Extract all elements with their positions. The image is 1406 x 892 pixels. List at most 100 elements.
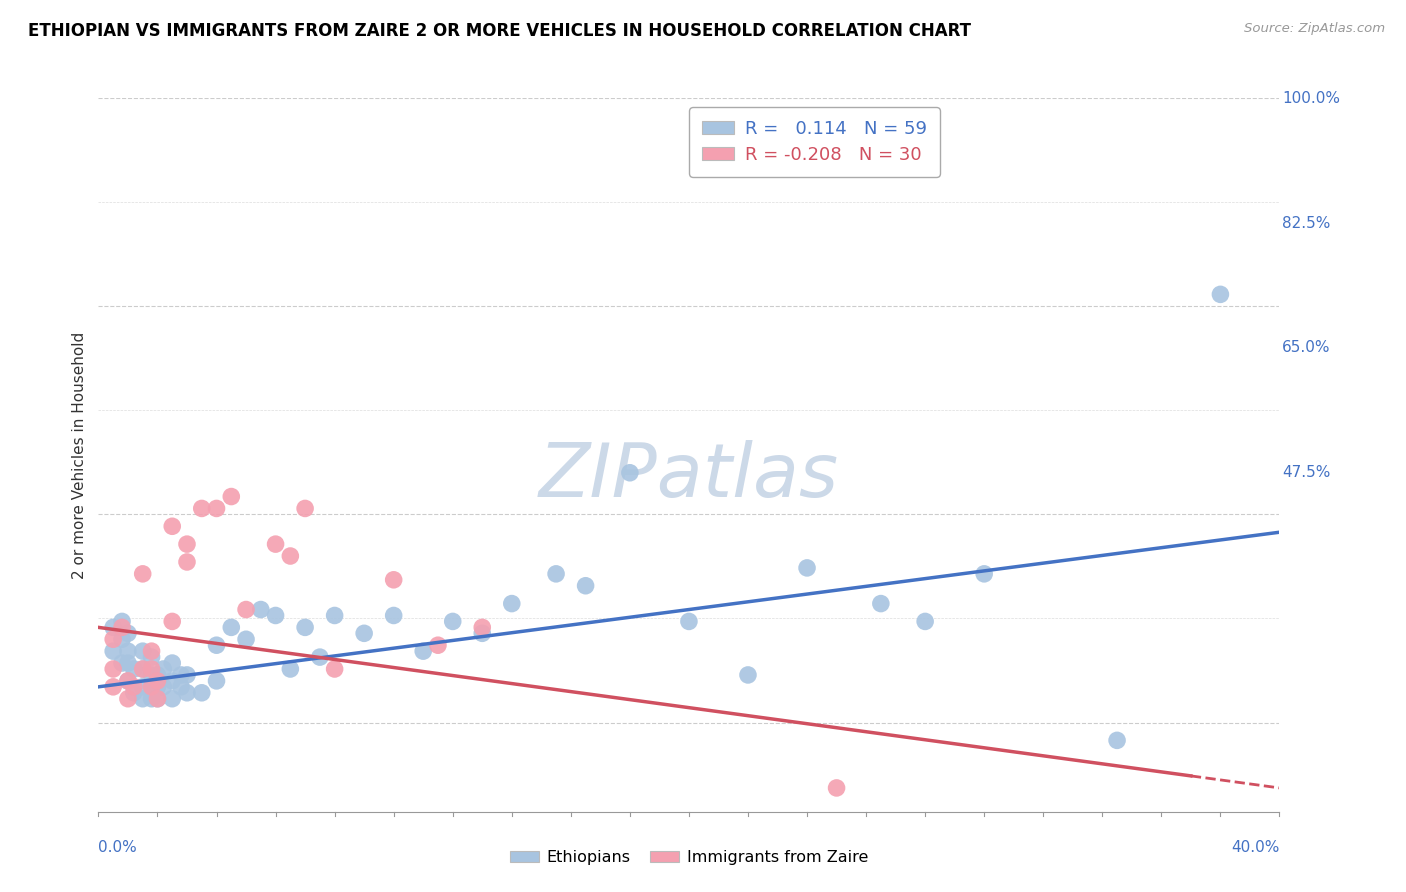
Text: 82.5%: 82.5% [1282,216,1330,230]
Point [471,620,494,634]
Point [117,673,139,688]
Point [235,602,257,616]
Point [117,656,139,670]
Point [544,566,567,581]
Point [264,537,287,551]
Point [132,691,155,706]
Point [132,680,155,694]
Point [619,466,641,480]
Point [170,680,193,694]
Point [191,686,214,700]
Point [162,656,183,670]
Point [162,691,183,706]
Point [176,668,198,682]
Point [205,638,228,652]
Point [117,626,139,640]
Point [323,662,346,676]
Point [122,662,145,676]
Point [103,644,125,658]
Point [191,501,214,516]
Point [412,644,434,658]
Point [176,537,198,551]
Point [141,668,163,682]
Point [294,620,316,634]
Point [294,501,316,516]
Point [111,632,134,647]
Point [132,662,155,676]
Point [176,555,198,569]
Point [132,662,155,676]
Point [264,608,287,623]
Point [141,650,163,665]
Point [235,632,257,647]
Point [250,602,273,616]
Point [278,662,302,676]
Point [427,638,450,652]
Point [103,620,125,634]
Point [152,680,174,694]
Point [103,680,125,694]
Point [219,490,242,504]
Point [146,680,169,694]
Point [219,620,242,634]
Point [796,561,818,575]
Point [471,626,494,640]
Point [146,691,169,706]
Point [152,662,174,676]
Point [111,656,134,670]
Text: Source: ZipAtlas.com: Source: ZipAtlas.com [1244,22,1385,36]
Point [309,650,332,665]
Point [501,597,523,611]
Legend: Ethiopians, Immigrants from Zaire: Ethiopians, Immigrants from Zaire [503,844,875,871]
Y-axis label: 2 or more Vehicles in Household: 2 or more Vehicles in Household [72,331,87,579]
Point [111,620,134,634]
Point [103,662,125,676]
Text: 100.0%: 100.0% [1282,91,1340,105]
Point [146,673,169,688]
Point [146,691,169,706]
Point [141,691,163,706]
Point [132,566,155,581]
Point [122,680,145,694]
Point [353,626,375,640]
Point [117,644,139,658]
Point [141,680,163,694]
Point [914,615,936,629]
Point [141,644,163,658]
Point [323,608,346,623]
Point [382,573,405,587]
Point [441,615,464,629]
Text: 0.0%: 0.0% [98,840,138,855]
Point [117,673,139,688]
Point [205,673,228,688]
Point [278,549,302,563]
Point [162,615,183,629]
Text: 40.0%: 40.0% [1232,840,1279,855]
Text: 47.5%: 47.5% [1282,466,1330,480]
Point [162,673,183,688]
Point [205,501,228,516]
Point [973,566,995,581]
Point [1105,733,1128,747]
Point [103,632,125,647]
Point [574,579,596,593]
Point [162,519,183,533]
Point [141,680,163,694]
Point [869,597,891,611]
Point [1209,287,1232,301]
Point [111,615,134,629]
Point [825,780,848,795]
Point [146,668,169,682]
Text: 65.0%: 65.0% [1282,341,1330,355]
Point [141,662,163,676]
Point [176,686,198,700]
Point [737,668,759,682]
Point [117,691,139,706]
Point [122,686,145,700]
Text: ETHIOPIAN VS IMMIGRANTS FROM ZAIRE 2 OR MORE VEHICLES IN HOUSEHOLD CORRELATION C: ETHIOPIAN VS IMMIGRANTS FROM ZAIRE 2 OR … [28,22,972,40]
Point [678,615,700,629]
Point [132,644,155,658]
Point [382,608,405,623]
Point [170,668,193,682]
Text: ZIPatlas: ZIPatlas [538,441,839,512]
